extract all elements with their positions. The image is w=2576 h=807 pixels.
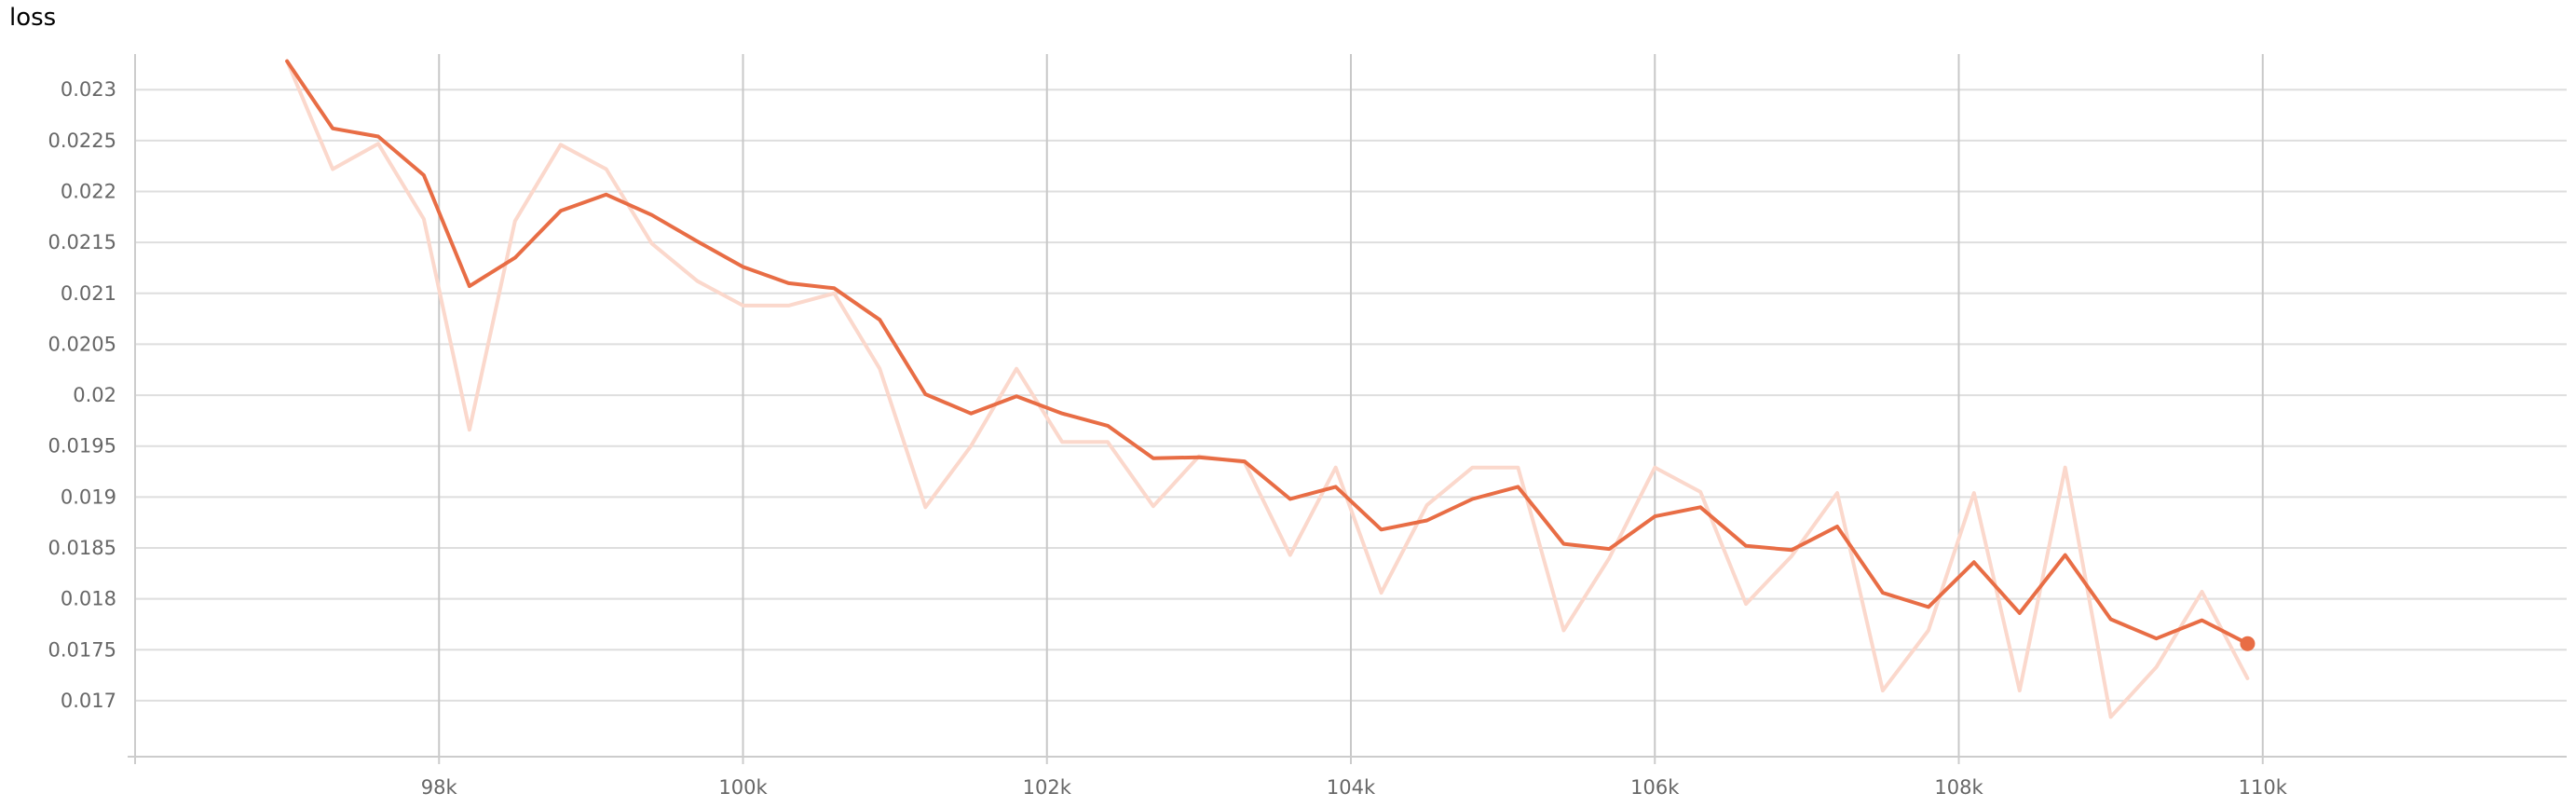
- x-tick-label: 102k: [1023, 776, 1072, 799]
- smoothed-loss-line: [285, 59, 2250, 646]
- last-point-marker: [2240, 636, 2256, 651]
- y-tick-label: 0.0195: [48, 435, 116, 458]
- x-tick-label: 100k: [718, 776, 768, 799]
- y-tick-label: 0.0205: [48, 333, 116, 355]
- y-tick-label: 0.0175: [48, 638, 116, 661]
- y-tick-label: 0.018: [61, 588, 116, 610]
- y-tick-label: 0.021: [61, 282, 116, 305]
- y-tick-label: 0.02: [73, 384, 116, 406]
- y-tick-label: 0.0215: [48, 231, 116, 253]
- y-tick-label: 0.019: [61, 486, 116, 508]
- y-tick-label: 0.023: [61, 78, 116, 101]
- raw-loss-line: [285, 59, 2250, 719]
- y-tick-label: 0.017: [61, 690, 116, 712]
- x-tick-label: 110k: [2239, 776, 2288, 799]
- x-tick-label: 106k: [1630, 776, 1680, 799]
- chart-title: loss: [9, 4, 57, 32]
- y-tick-label: 0.022: [61, 181, 116, 203]
- x-tick-label: 104k: [1327, 776, 1376, 799]
- x-tick-label: 98k: [421, 776, 458, 799]
- y-tick-label: 0.0185: [48, 537, 116, 559]
- y-tick-label: 0.0225: [48, 130, 116, 152]
- x-tick-label: 108k: [1934, 776, 1983, 799]
